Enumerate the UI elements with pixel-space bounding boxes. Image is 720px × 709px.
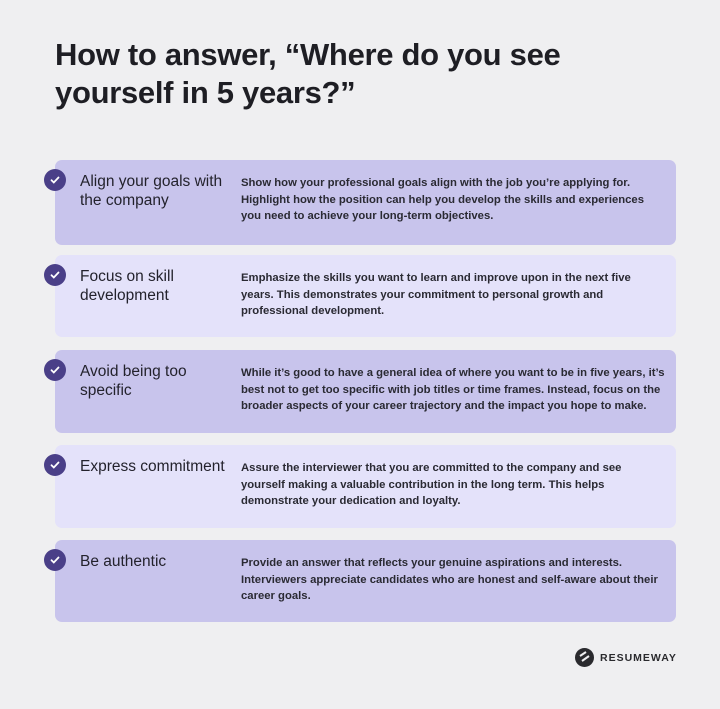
- tip-heading: Express commitment: [80, 458, 225, 475]
- tip-heading: Avoid being too specific: [80, 363, 187, 399]
- check-circle-icon: [44, 169, 66, 191]
- check-circle-icon: [44, 264, 66, 286]
- tip-card: Focus on skill development Emphasize the…: [44, 255, 676, 337]
- brand-name: RESUMEWAY: [600, 651, 677, 664]
- brand-logo: RESUMEWAY: [575, 648, 677, 667]
- tip-card: Express commitment Assure the interviewe…: [44, 445, 676, 528]
- resumeway-logo-icon: [575, 648, 594, 667]
- tip-text: Show how your professional goals align w…: [241, 177, 644, 222]
- tip-heading: Be authentic: [80, 553, 167, 570]
- check-circle-icon: [44, 549, 66, 571]
- tip-heading: Align your goals with the company: [80, 173, 223, 209]
- check-circle-icon: [44, 454, 66, 476]
- check-circle-icon: [44, 359, 66, 381]
- tip-heading: Focus on skill development: [80, 268, 174, 304]
- tip-text: Assure the interviewer that you are comm…: [241, 462, 622, 507]
- tip-card: Avoid being too specific While it’s good…: [44, 350, 676, 433]
- tip-text: Provide an answer that reflects your gen…: [241, 557, 658, 602]
- tip-text: While it’s good to have a general idea o…: [241, 367, 665, 412]
- tip-text: Emphasize the skills you want to learn a…: [241, 272, 631, 317]
- tip-card: Align your goals with the company Show h…: [44, 160, 676, 245]
- tip-card: Be authentic Provide an answer that refl…: [44, 540, 676, 622]
- page-title: How to answer, “Where do you see yoursel…: [55, 37, 561, 110]
